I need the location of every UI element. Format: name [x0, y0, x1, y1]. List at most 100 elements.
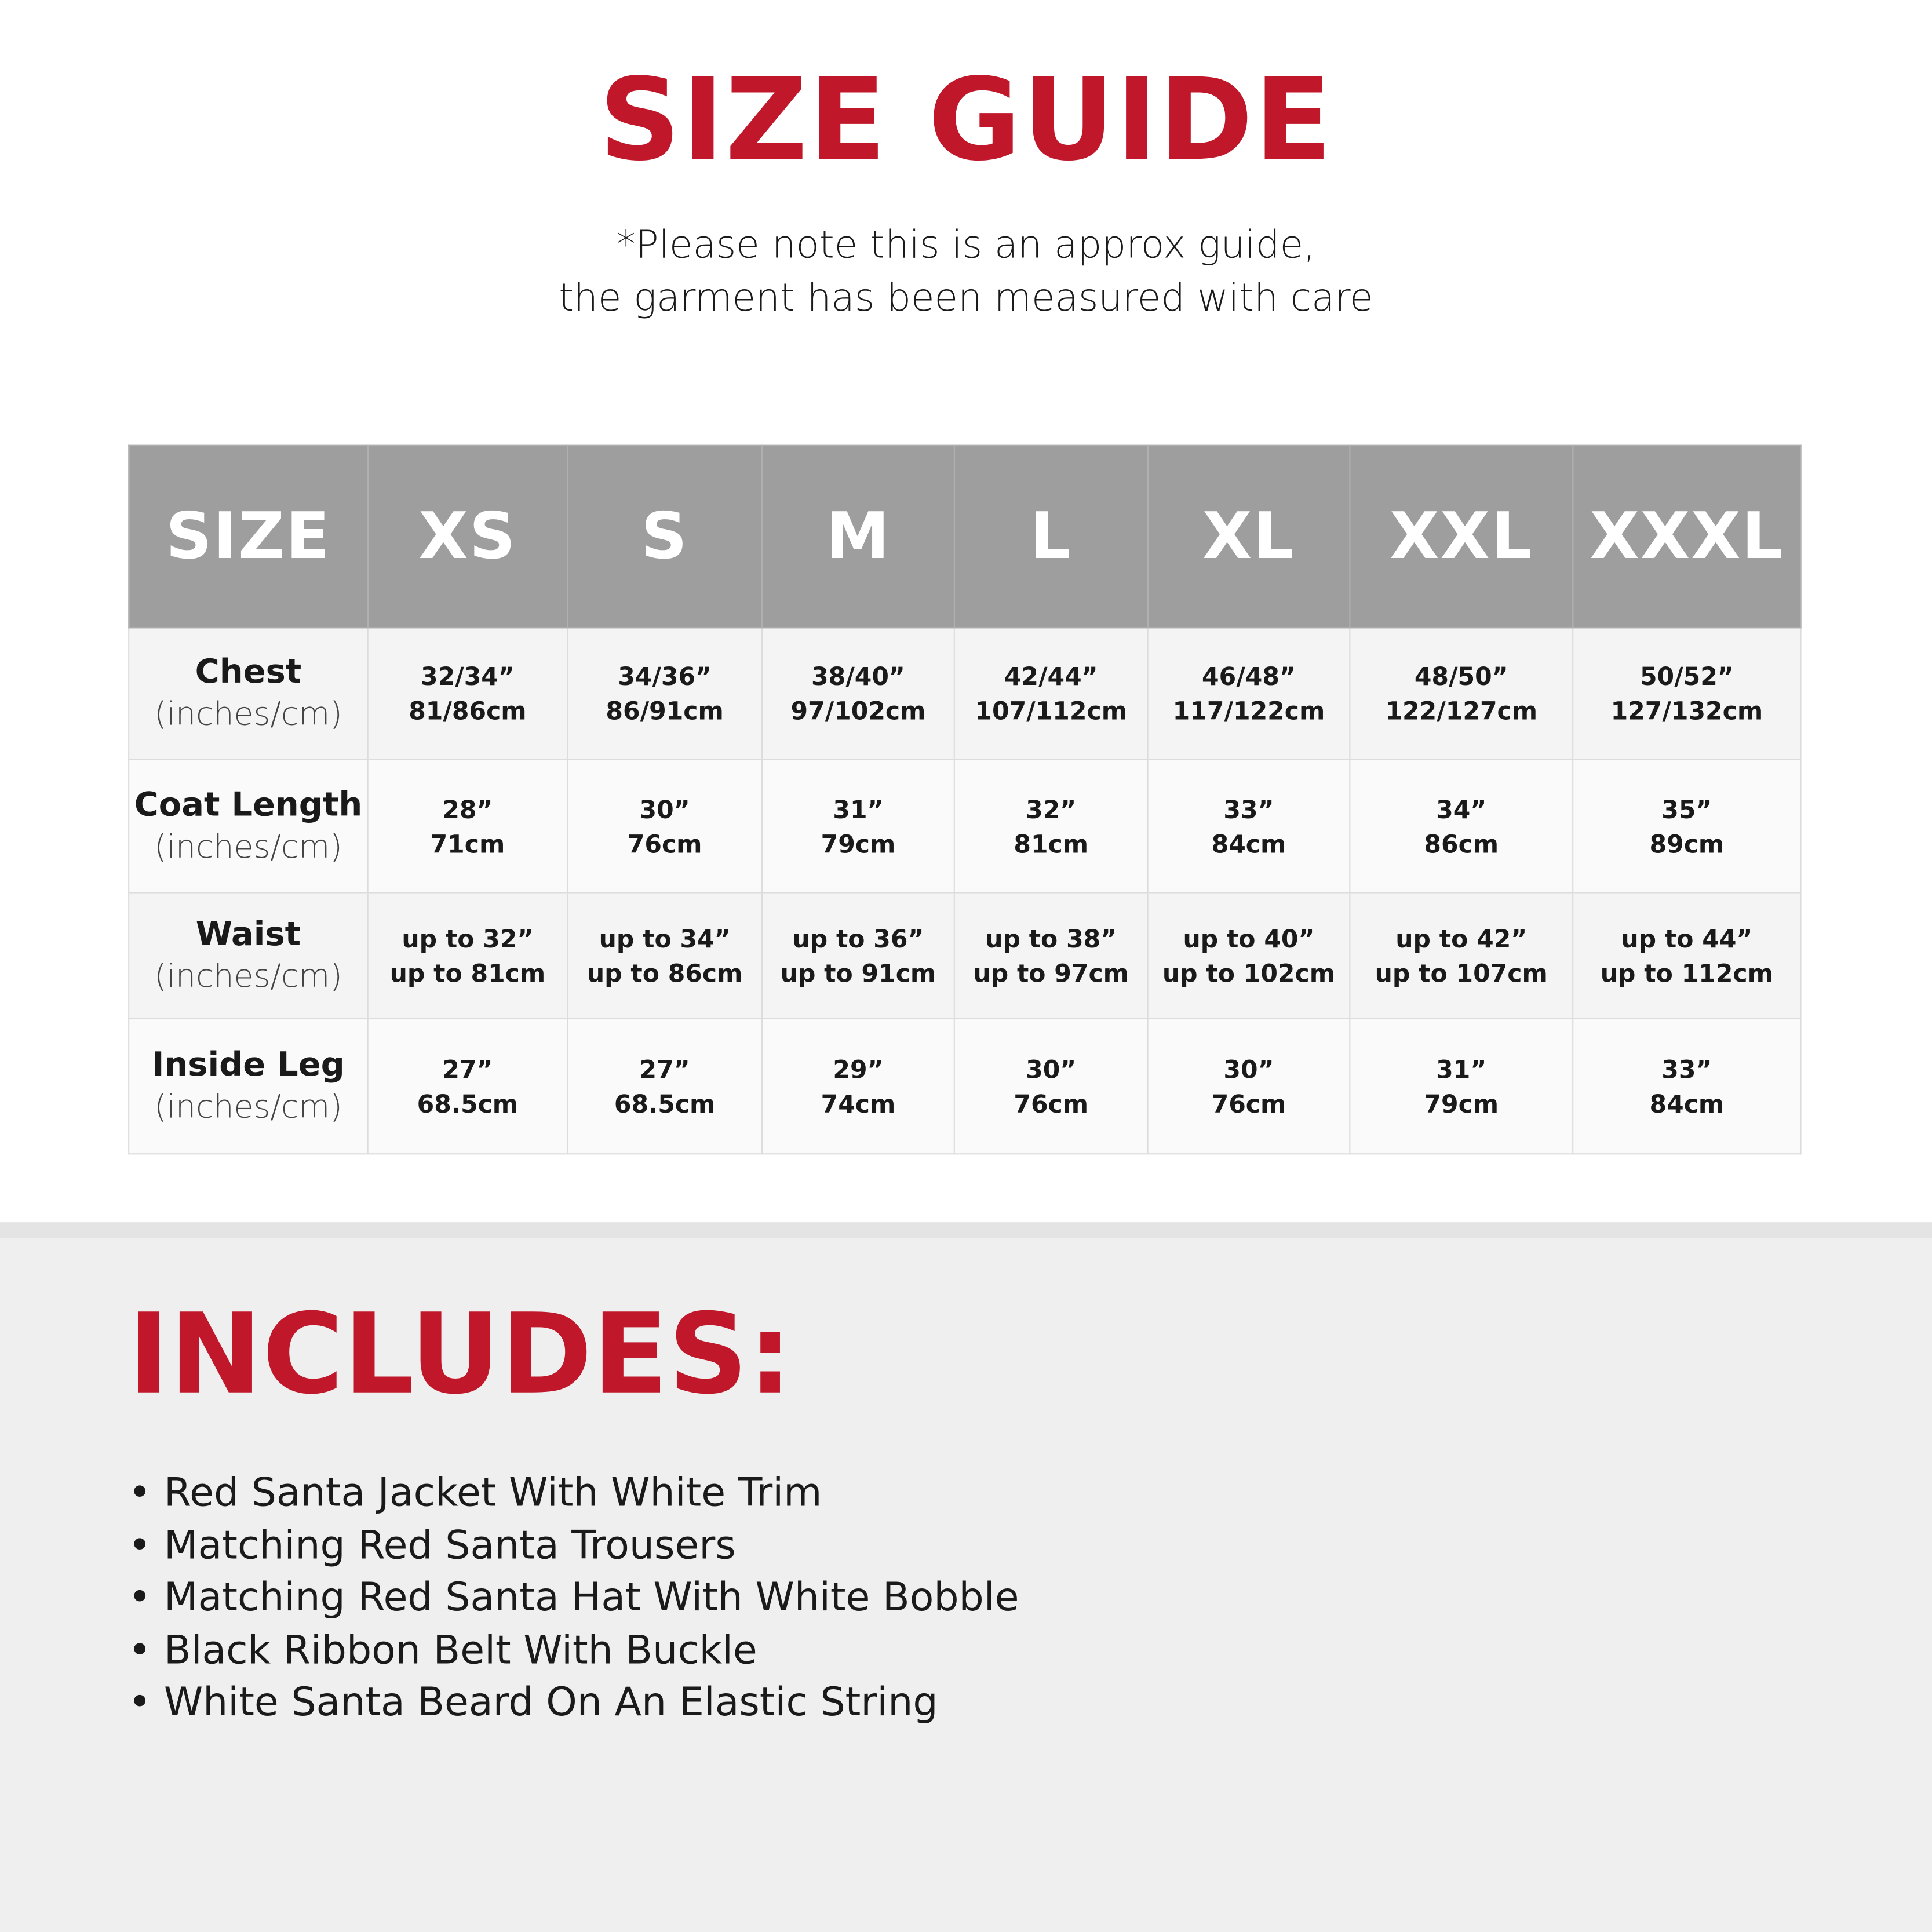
header-cell: S: [567, 444, 763, 629]
size-cell: 33” 84cm: [1572, 1018, 1802, 1155]
size-cell: up to 34” up to 86cm: [567, 892, 763, 1019]
size-cell: up to 32” up to 81cm: [367, 892, 568, 1019]
table-row: Inside Leg (inches/cm) 27” 68.5cm 27” 68.5cm 2…: [128, 1018, 1802, 1155]
cm-value: up to 81cm: [389, 958, 546, 988]
cm-value: 74cm: [821, 1088, 896, 1118]
cm-value: 68.5cm: [417, 1088, 519, 1118]
size-cell: 48/50” 122/127cm: [1349, 627, 1574, 760]
size-cell: up to 40” up to 102cm: [1147, 892, 1351, 1019]
header-cell: SIZE: [128, 444, 369, 629]
inches-value: 29”: [833, 1054, 884, 1084]
size-cell: 29” 74cm: [761, 1018, 955, 1155]
measure-name: Chest: [195, 652, 302, 691]
inches-value: 35”: [1661, 794, 1712, 824]
header-cell: XS: [367, 444, 568, 629]
includes-title: INCLUDES:: [128, 1290, 793, 1420]
cm-value: 79cm: [1424, 1088, 1499, 1118]
inches-value: up to 40”: [1183, 923, 1315, 953]
size-cell: 42/44” 107/112cm: [953, 627, 1149, 760]
size-cell: 33” 84cm: [1147, 759, 1351, 894]
table-header-row: SIZE XS S M L XL XXL XXXL: [128, 444, 1802, 629]
header-cell: XXXL: [1572, 444, 1802, 629]
size-table: SIZE XS S M L XL XXL XXXL Chest (inches/cm) 32/34…: [128, 444, 1802, 1155]
size-cell: 38/40” 97/102cm: [761, 627, 955, 760]
cm-value: 81cm: [1014, 828, 1089, 858]
inches-value: 33”: [1661, 1054, 1712, 1084]
cm-value: up to 112cm: [1600, 958, 1773, 988]
inches-value: 30”: [1223, 1054, 1274, 1084]
cm-value: 68.5cm: [614, 1088, 716, 1118]
cm-value: 84cm: [1211, 828, 1286, 858]
include-item: Matching Red Santa Trousers: [128, 1519, 1019, 1571]
measure-unit: (inches/cm): [154, 828, 342, 866]
measure-unit: (inches/cm): [154, 1088, 342, 1126]
inches-value: up to 32”: [402, 923, 534, 953]
inches-value: 34”: [1436, 794, 1487, 824]
inches-value: 30”: [1026, 1054, 1077, 1084]
inches-value: 50/52”: [1639, 661, 1734, 691]
inches-value: up to 38”: [985, 923, 1117, 953]
size-cell: 27” 68.5cm: [567, 1018, 763, 1155]
size-cell: 32/34” 81/86cm: [367, 627, 568, 760]
size-cell: 30” 76cm: [953, 1018, 1149, 1155]
cm-value: up to 97cm: [973, 958, 1129, 988]
cm-value: 81/86cm: [409, 696, 527, 726]
note-line: *Please note this is an approx guide,: [616, 223, 1316, 268]
size-cell: 32” 81cm: [953, 759, 1149, 894]
size-cell: 34/36” 86/91cm: [567, 627, 763, 760]
cm-value: 117/122cm: [1172, 696, 1325, 726]
size-cell: up to 38” up to 97cm: [953, 892, 1149, 1019]
size-cell: up to 44” up to 112cm: [1572, 892, 1802, 1019]
size-cell: 28” 71cm: [367, 759, 568, 894]
size-cell: 27” 68.5cm: [367, 1018, 568, 1155]
size-cell: 50/52” 127/132cm: [1572, 627, 1802, 760]
measure-name: Coat Length: [134, 785, 363, 824]
measure-unit: (inches/cm): [154, 696, 342, 734]
include-item: Red Santa Jacket With White Trim: [128, 1466, 1019, 1518]
size-cell: up to 42” up to 107cm: [1349, 892, 1574, 1019]
inches-value: 46/48”: [1202, 661, 1296, 691]
measure-name: Inside Leg: [152, 1045, 345, 1084]
inches-value: up to 42”: [1395, 923, 1528, 953]
inches-value: 30”: [639, 794, 690, 824]
measure-unit: (inches/cm): [154, 958, 342, 995]
page-title: SIZE GUIDE: [599, 54, 1333, 187]
measure-name: Waist: [195, 914, 301, 953]
inches-value: 31”: [1436, 1054, 1487, 1084]
includes-list: Red Santa Jacket With White TrimMatching…: [128, 1466, 1019, 1728]
cm-value: 89cm: [1649, 828, 1725, 858]
inches-value: 27”: [639, 1054, 690, 1084]
cm-value: 76cm: [1211, 1088, 1286, 1118]
table-row: Waist (inches/cm) up to 32” up to 81cm up to…: [128, 892, 1802, 1019]
inches-value: 28”: [442, 794, 493, 824]
row-label: Chest (inches/cm): [128, 627, 369, 760]
cm-value: 76cm: [627, 828, 702, 858]
inches-value: 27”: [442, 1054, 493, 1084]
cm-value: up to 91cm: [780, 958, 936, 988]
inches-value: 38/40”: [811, 661, 905, 691]
cm-value: 127/132cm: [1610, 696, 1763, 726]
cm-value: 84cm: [1649, 1088, 1725, 1118]
header-cell: XXL: [1349, 444, 1574, 629]
size-cell: 35” 89cm: [1572, 759, 1802, 894]
table-row: Coat Length (inches/cm) 28” 71cm 30” 76cm 31” 7…: [128, 759, 1802, 894]
size-cell: 46/48” 117/122cm: [1147, 627, 1351, 760]
size-cell: 30” 76cm: [1147, 1018, 1351, 1155]
cm-value: up to 102cm: [1162, 958, 1336, 988]
inches-value: 33”: [1223, 794, 1274, 824]
inches-value: up to 44”: [1621, 923, 1753, 953]
inches-value: up to 34”: [599, 923, 731, 953]
size-cell: 31” 79cm: [1349, 1018, 1574, 1155]
cm-value: 86cm: [1424, 828, 1499, 858]
size-cell: 34” 86cm: [1349, 759, 1574, 894]
cm-value: 71cm: [430, 828, 505, 858]
inches-value: 48/50”: [1414, 661, 1508, 691]
size-cell: up to 36” up to 91cm: [761, 892, 955, 1019]
cm-value: up to 107cm: [1375, 958, 1548, 988]
row-label: Coat Length (inches/cm): [128, 759, 369, 894]
size-cell: 31” 79cm: [761, 759, 955, 894]
header-cell: L: [953, 444, 1149, 629]
header-cell: M: [761, 444, 955, 629]
size-cell: 30” 76cm: [567, 759, 763, 894]
